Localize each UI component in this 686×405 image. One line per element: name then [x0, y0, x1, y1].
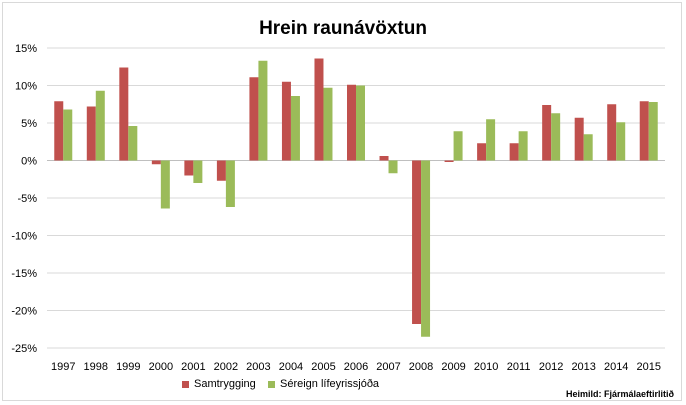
bar-sereign-1999 [128, 126, 138, 161]
bar-sereign-2013 [583, 134, 593, 161]
bar-sereign-2009 [453, 131, 463, 161]
bar-samtrygging-2010 [477, 143, 487, 161]
bar-sereign-2007 [388, 160, 398, 174]
x-tick-label: 2008 [409, 361, 433, 373]
bar-samtrygging-2009 [444, 160, 454, 162]
source-note: Heimild: Fjármálaeftirlitið [565, 389, 674, 399]
x-tick-label: 2009 [441, 361, 465, 373]
y-axis-labels: 15% 10% 5% 0% -5% -10% -15% -20% -25% [11, 43, 37, 355]
x-tick-label: 2005 [311, 361, 335, 373]
bar-samtrygging-2013 [574, 117, 584, 161]
bar-samtrygging-2007 [379, 156, 389, 161]
x-tick-label: 2001 [181, 361, 205, 373]
y-tick-label: 10% [15, 81, 37, 93]
bar-samtrygging-2002 [216, 160, 226, 181]
chart-frame [2, 2, 682, 401]
x-tick-label: 1997 [51, 361, 75, 373]
bar-samtrygging-2015 [639, 101, 649, 161]
bar-sereign-1998 [95, 90, 105, 161]
x-tick-label: 2015 [636, 361, 660, 373]
y-tick-label: -15% [11, 268, 37, 280]
y-tick-label: 0% [21, 156, 37, 168]
legend-item-sereign: Séreign lífeyrissjóða [268, 378, 379, 390]
y-tick-label: -20% [11, 306, 37, 318]
bar-sereign-2014 [616, 122, 626, 161]
legend-swatch-samtrygging [182, 380, 189, 388]
y-tick-label: 5% [21, 118, 37, 130]
x-tick-label: 2006 [344, 361, 368, 373]
x-tick-label: 2010 [474, 361, 498, 373]
bar-sereign-2011 [518, 131, 528, 161]
legend-item-samtrygging: Samtrygging [182, 378, 256, 390]
bar-sereign-2002 [225, 160, 235, 207]
legend-swatch-sereign [268, 380, 275, 388]
bar-samtrygging-2008 [412, 160, 422, 324]
chart-title: Hrein raunávöxtun [259, 18, 427, 39]
x-tick-label: 2013 [571, 361, 595, 373]
bar-samtrygging-2012 [542, 105, 552, 161]
bar-sereign-2012 [551, 113, 561, 161]
y-tick-label: -5% [17, 193, 37, 205]
legend-label-sereign: Séreign lífeyrissjóða [280, 378, 380, 390]
bar-sereign-2008 [421, 160, 431, 337]
bar-sereign-2010 [486, 119, 496, 161]
x-tick-label: 2002 [214, 361, 238, 373]
bar-samtrygging-1997 [54, 101, 64, 161]
bars [54, 58, 658, 337]
bar-sereign-2006 [356, 85, 365, 161]
bar-sereign-2000 [160, 160, 170, 209]
bar-samtrygging-2001 [184, 160, 194, 176]
bar-sereign-2015 [648, 102, 658, 161]
y-tick-label: -10% [11, 231, 37, 243]
x-tick-label: 2012 [539, 361, 563, 373]
x-tick-label: 1998 [84, 361, 108, 373]
bar-samtrygging-1999 [119, 67, 129, 161]
x-axis-labels: 1997 1998 1999 2000 2001 2002 2003 2004 2005 2006… [51, 361, 661, 373]
bar-samtrygging-2005 [314, 58, 324, 161]
x-tick-label: 2014 [604, 361, 628, 373]
bar-sereign-2001 [193, 160, 203, 183]
x-tick-label: 2000 [149, 361, 173, 373]
bar-samtrygging-2004 [281, 81, 291, 161]
y-tick-label: -25% [11, 343, 37, 355]
bar-samtrygging-2011 [509, 143, 519, 161]
bar-sereign-1997 [63, 109, 73, 161]
bar-samtrygging-2014 [607, 104, 617, 161]
x-tick-label: 1999 [116, 361, 140, 373]
x-tick-label: 2011 [507, 361, 531, 373]
legend-label-samtrygging: Samtrygging [194, 378, 256, 390]
bar-sereign-2004 [290, 96, 300, 161]
bar-sereign-2003 [258, 60, 268, 161]
bar-sereign-2005 [323, 87, 333, 161]
bar-samtrygging-2006 [347, 84, 356, 161]
bar-samtrygging-2003 [249, 77, 259, 161]
x-tick-label: 2003 [246, 361, 270, 373]
bar-samtrygging-1998 [86, 106, 96, 161]
x-tick-label: 2004 [279, 361, 303, 373]
x-tick-label: 2007 [376, 361, 400, 373]
bar-samtrygging-2000 [151, 160, 161, 165]
y-tick-label: 15% [15, 43, 37, 55]
